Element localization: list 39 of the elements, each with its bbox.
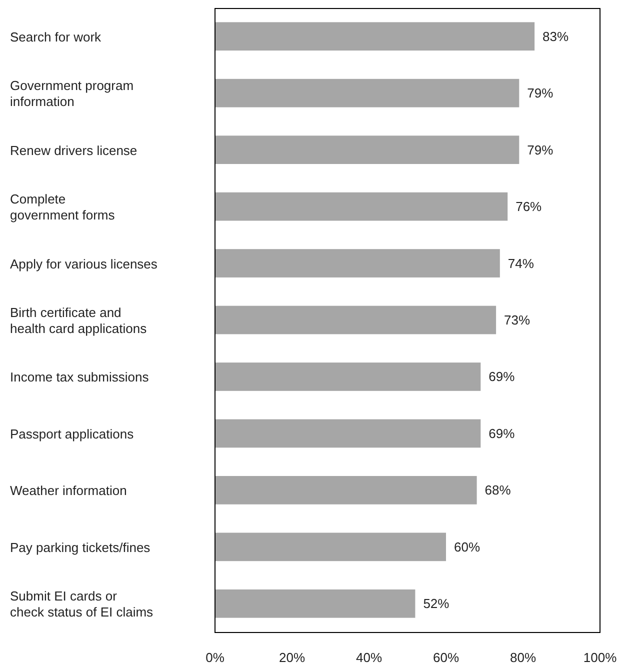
y-tick-label: Government program information	[10, 78, 134, 109]
bar	[215, 589, 416, 618]
data-label: 69%	[488, 369, 516, 384]
data-label: 52%	[423, 596, 450, 612]
y-tick-label: Pay parking tickets/fines	[10, 539, 151, 554]
bar	[215, 362, 481, 391]
x-tick-label: 60%	[432, 650, 460, 665]
data-label: 83%	[542, 28, 570, 44]
data-label: 68%	[484, 482, 512, 498]
y-tick-label: Weather information	[10, 482, 127, 498]
y-tick-label: Submit EI cards or check status of EI claims	[10, 588, 154, 620]
x-tick-label: 100%	[583, 650, 618, 665]
y-tick-label: Apply for various licenses	[10, 256, 158, 271]
data-label: 79%	[527, 142, 554, 158]
bar	[215, 192, 508, 221]
data-label: 76%	[516, 199, 542, 214]
bar	[215, 532, 446, 562]
y-tick-label: Birth certificate and health card applications	[10, 304, 148, 336]
data-label: 74%	[508, 256, 534, 271]
bar	[215, 249, 500, 278]
data-label: 60%	[454, 539, 480, 554]
y-tick-label: Search for work	[10, 28, 102, 44]
bar	[215, 419, 481, 448]
bar	[215, 22, 535, 51]
x-tick-label: 20%	[278, 650, 306, 665]
data-label: 79%	[527, 86, 554, 101]
bar	[215, 476, 477, 504]
y-tick-label: Complete government forms	[10, 191, 116, 222]
x-tick-label: 80%	[510, 650, 536, 665]
x-tick-label: 40%	[356, 650, 382, 665]
y-tick-label: Income tax submissions	[10, 369, 150, 384]
data-label: 73%	[504, 312, 531, 328]
bar	[215, 78, 520, 108]
x-tick-label: 0%	[206, 650, 225, 665]
y-tick-label: Passport applications	[10, 426, 134, 441]
bar	[215, 136, 520, 164]
y-tick-label: Renew drivers license	[10, 142, 138, 158]
bar	[215, 306, 496, 334]
data-label: 69%	[488, 426, 516, 441]
